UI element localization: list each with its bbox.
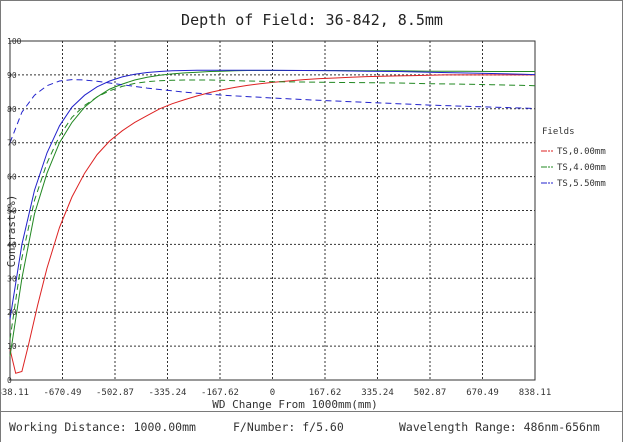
series-line-1 — [9, 70, 535, 357]
series-layer — [9, 69, 536, 374]
legend-label: TS,4.00mm — [557, 163, 606, 173]
x-tick-label: 335.24 — [361, 388, 394, 398]
y-tick-label: 20 — [7, 308, 17, 317]
series-line-2 — [9, 79, 536, 340]
y-tick-label: 30 — [7, 274, 17, 283]
x-tick-label: -167.62 — [201, 388, 239, 398]
chart-title: Depth of Field: 36-842, 8.5mm — [181, 11, 443, 29]
y-tick-label: 100 — [7, 37, 22, 46]
legend-label: TS,0.00mm — [557, 147, 606, 157]
y-tick-label: 40 — [7, 240, 17, 249]
x-axis-label: WD Change From 1000mm(mm) — [212, 398, 378, 411]
y-tick-label: 0 — [7, 376, 12, 385]
legend-title: Fields — [542, 127, 575, 137]
footer-info-bar: Working Distance: 1000.00mm F/Number: f/… — [1, 411, 622, 442]
wavelength-range-text: Wavelength Range: 486nm-656nm — [399, 420, 600, 434]
x-tick-label: 502.87 — [414, 388, 447, 398]
series-line-3 — [9, 69, 536, 320]
f-number-text: F/Number: f/5.60 — [233, 420, 344, 434]
y-tick-label: 70 — [7, 139, 17, 148]
y-tick-labels: 0 10 20 30 40 50 60 70 80 90 100 — [7, 37, 22, 385]
y-axis-label: Contrast(%) — [5, 195, 18, 268]
depth-of-field-chart: Depth of Field: 36-842, 8.5mm 0 10 20 30 40 5… — [1, 11, 606, 411]
x-tick-label: 167.62 — [309, 388, 342, 398]
x-tick-label: -335.24 — [149, 388, 187, 398]
working-distance-text: Working Distance: 1000.00mm — [9, 420, 196, 434]
y-tick-label: 50 — [7, 207, 17, 216]
x-tick-label: -502.87 — [96, 388, 134, 398]
x-tick-label: 0 — [270, 388, 275, 398]
legend-label: TS,5.50mm — [557, 179, 606, 189]
y-tick-label: 80 — [7, 105, 17, 114]
x-tick-label: -670.49 — [44, 388, 82, 398]
y-tick-label: 10 — [7, 342, 17, 351]
y-tick-label: 60 — [7, 173, 17, 182]
x-tick-labels: -838.11 -670.49 -502.87 -335.24 -167.62 0 167.… — [1, 388, 551, 398]
series-line-4 — [9, 79, 536, 143]
x-tick-label: 838.11 — [519, 388, 552, 398]
legend: TS,0.00mm TS,4.00mm TS,5.50mm — [541, 147, 606, 189]
x-tick-label: -838.11 — [1, 388, 29, 398]
y-tick-label: 90 — [7, 71, 17, 80]
series-line-0 — [9, 74, 535, 374]
x-tick-label: 670.49 — [466, 388, 499, 398]
